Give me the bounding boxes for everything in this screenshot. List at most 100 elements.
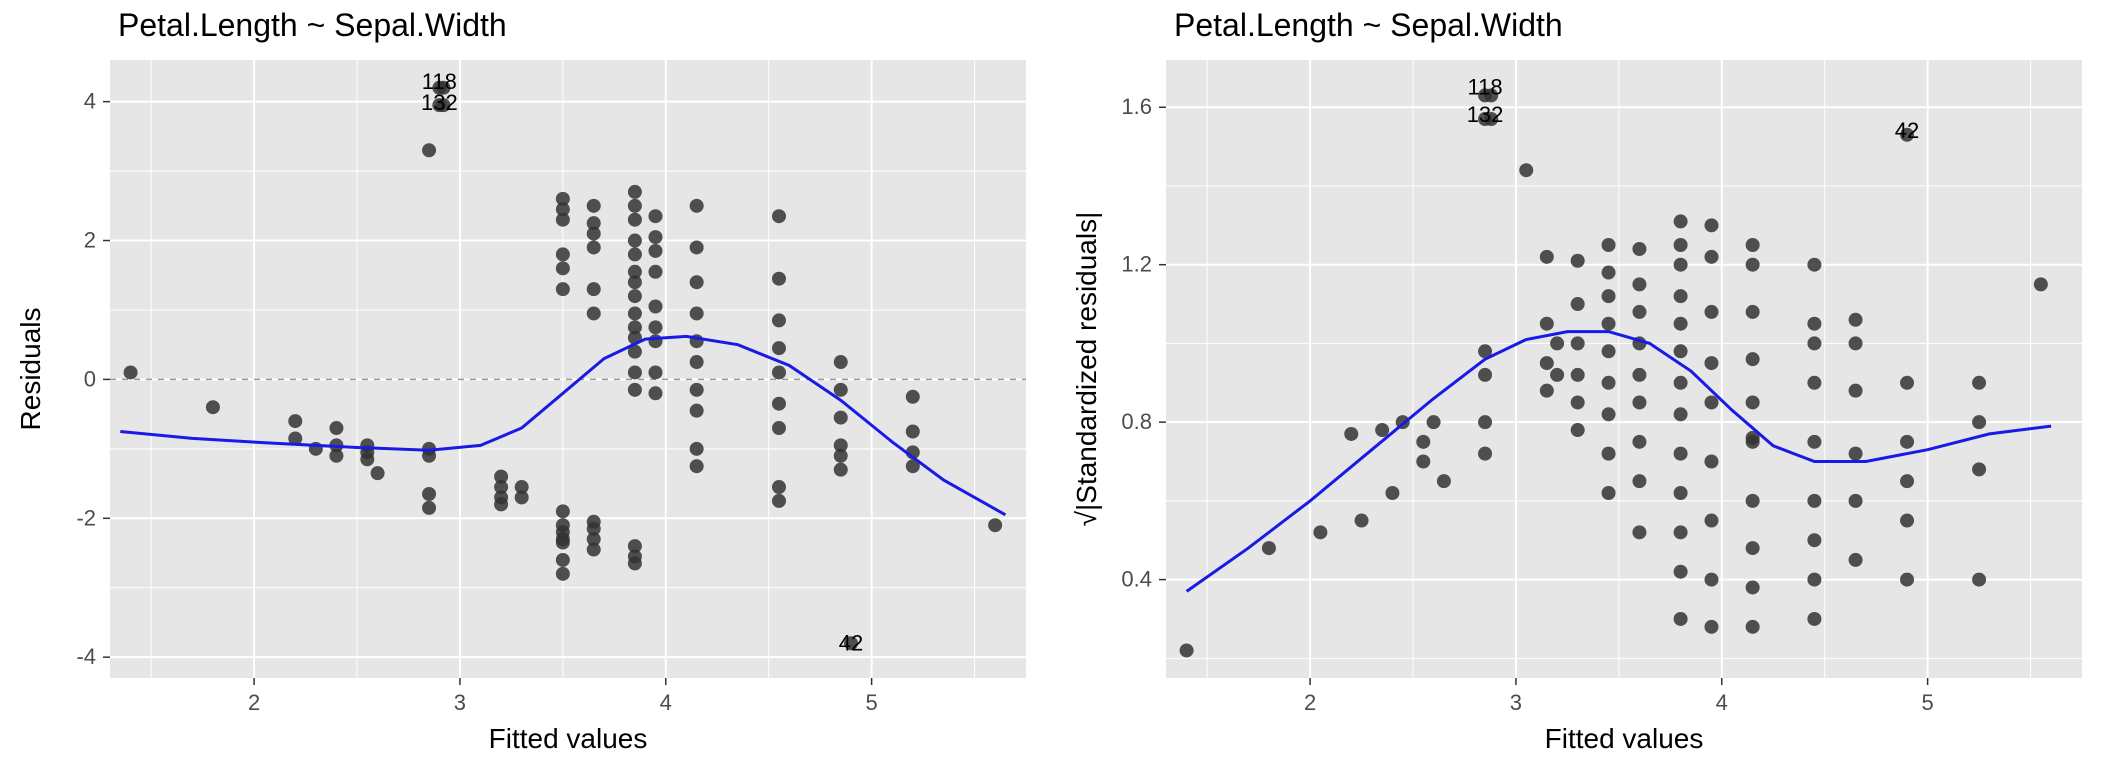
data-point (1540, 356, 1554, 370)
data-point (1849, 313, 1863, 327)
data-point (329, 421, 343, 435)
data-point (834, 463, 848, 477)
data-point (1632, 474, 1646, 488)
data-point (1313, 525, 1327, 539)
data-point (906, 390, 920, 404)
point-label: 42 (839, 630, 863, 655)
y-tick-label: 0.4 (1121, 567, 1152, 592)
data-point (690, 459, 704, 473)
data-point (648, 334, 662, 348)
data-point (1262, 541, 1276, 555)
data-point (1602, 407, 1616, 421)
data-point (515, 490, 529, 504)
data-point (1746, 258, 1760, 272)
data-point (1746, 541, 1760, 555)
data-point (834, 449, 848, 463)
data-point (1900, 573, 1914, 587)
data-point (1704, 620, 1718, 634)
x-tick-label: 5 (1921, 690, 1933, 715)
data-point (1704, 395, 1718, 409)
data-point (422, 143, 436, 157)
data-point (1478, 447, 1492, 461)
point-label: 42 (1895, 118, 1919, 143)
data-point (587, 282, 601, 296)
data-point (1674, 447, 1688, 461)
point-label: 118 (1468, 75, 1503, 100)
data-point (1807, 258, 1821, 272)
data-point (628, 234, 642, 248)
data-point (1807, 612, 1821, 626)
data-point (1674, 565, 1688, 579)
data-point (1704, 455, 1718, 469)
x-axis-title: Fitted values (489, 723, 648, 754)
data-point (772, 209, 786, 223)
data-point (1571, 254, 1585, 268)
data-point (628, 213, 642, 227)
data-point (1972, 376, 1986, 390)
data-point (422, 501, 436, 515)
data-point (834, 355, 848, 369)
data-point (1746, 494, 1760, 508)
data-point (1900, 376, 1914, 390)
right-panel: 23450.40.81.21.611813242Petal.Length ~ S… (1056, 0, 2112, 768)
data-point (690, 275, 704, 289)
data-point (1540, 317, 1554, 331)
data-point (1674, 407, 1688, 421)
data-point (648, 386, 662, 400)
data-point (772, 397, 786, 411)
data-point (1632, 435, 1646, 449)
data-point (1571, 297, 1585, 311)
point-label: 132 (421, 90, 458, 115)
y-tick-label: -2 (76, 505, 96, 530)
data-point (124, 365, 138, 379)
data-point (648, 230, 662, 244)
data-point (1674, 317, 1688, 331)
data-point (1602, 266, 1616, 280)
data-point (587, 543, 601, 557)
data-point (1344, 427, 1358, 441)
data-point (1900, 514, 1914, 528)
data-point (371, 466, 385, 480)
data-point (1674, 214, 1688, 228)
data-point (1180, 643, 1194, 657)
data-point (1674, 612, 1688, 626)
data-point (1602, 447, 1616, 461)
plot-background (1166, 60, 2082, 678)
data-point (772, 313, 786, 327)
data-point (1704, 514, 1718, 528)
data-point (556, 261, 570, 275)
data-point (587, 240, 601, 254)
data-point (1849, 494, 1863, 508)
data-point (1375, 423, 1389, 437)
data-point (1571, 336, 1585, 350)
data-point (1746, 352, 1760, 366)
plot-title: Petal.Length ~ Sepal.Width (118, 7, 507, 43)
data-point (648, 244, 662, 258)
data-point (628, 306, 642, 320)
data-point (1674, 344, 1688, 358)
x-tick-label: 3 (1510, 690, 1522, 715)
data-point (1355, 514, 1369, 528)
data-point (690, 240, 704, 254)
data-point (772, 480, 786, 494)
data-point (2034, 277, 2048, 291)
data-point (648, 209, 662, 223)
data-point (1900, 474, 1914, 488)
data-point (1602, 289, 1616, 303)
data-point (1849, 384, 1863, 398)
data-point (648, 320, 662, 334)
data-point (1807, 336, 1821, 350)
x-tick-label: 2 (248, 690, 260, 715)
data-point (1849, 447, 1863, 461)
y-tick-label: 1.6 (1121, 94, 1152, 119)
point-label: 132 (1467, 102, 1504, 127)
data-point (1571, 368, 1585, 382)
data-point (1602, 238, 1616, 252)
data-point (1746, 580, 1760, 594)
data-point (1972, 573, 1986, 587)
data-point (422, 487, 436, 501)
plot-title: Petal.Length ~ Sepal.Width (1174, 7, 1563, 43)
x-tick-label: 5 (865, 690, 877, 715)
x-axis-title: Fitted values (1545, 723, 1704, 754)
data-point (1704, 250, 1718, 264)
